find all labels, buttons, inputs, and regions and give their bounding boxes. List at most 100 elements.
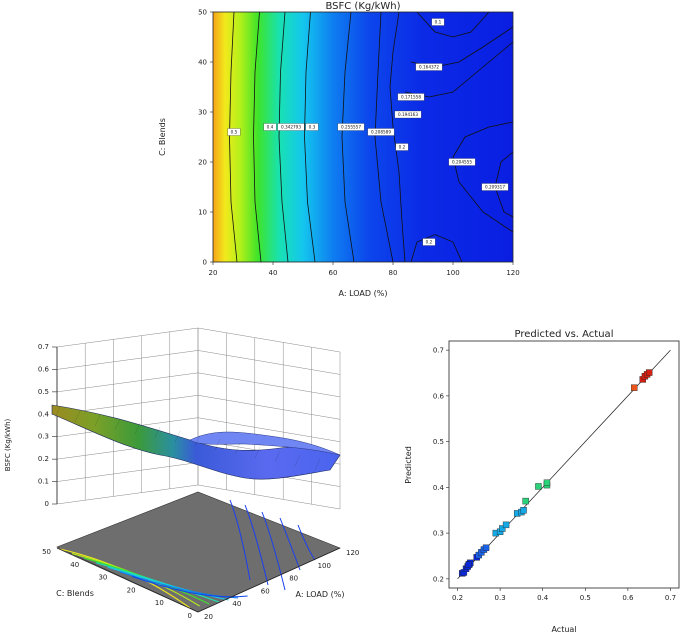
surface-mesh-line bbox=[54, 406, 61, 419]
grid-line-right-wall bbox=[197, 484, 341, 510]
z-tick-label: 0.3 bbox=[38, 433, 49, 441]
contour-line bbox=[278, 11, 289, 263]
y-tick-label: 0.7 bbox=[433, 347, 444, 355]
load-axis-line bbox=[197, 547, 341, 613]
grid-line-right-wall bbox=[197, 417, 341, 442]
blends-tick-label: 0 bbox=[188, 612, 192, 620]
blends-tick-label: 40 bbox=[70, 561, 79, 569]
contour-label: 0.194163 bbox=[398, 112, 418, 117]
surface-mesh-line bbox=[254, 446, 261, 459]
contour-label-box bbox=[397, 93, 425, 101]
contour-label: 0.342793 bbox=[281, 125, 301, 130]
scatter-y-axis-label: Predicted bbox=[404, 446, 413, 484]
y-tick-label: 0 bbox=[203, 259, 207, 267]
contour-label: 0.3 bbox=[309, 125, 316, 130]
load-tick-label: 40 bbox=[232, 600, 241, 608]
y-tick-label: 40 bbox=[198, 59, 207, 67]
y-tick-label: 30 bbox=[198, 109, 207, 117]
contour-line bbox=[389, 11, 406, 263]
contour-line bbox=[416, 11, 490, 38]
contour-label: 0.255557 bbox=[341, 125, 361, 130]
x-tick-label: 80 bbox=[389, 269, 398, 277]
contour-line bbox=[229, 11, 238, 263]
x-tick-label: 0.5 bbox=[580, 594, 591, 602]
floor-contour-line bbox=[297, 524, 316, 561]
x-tick-label: 120 bbox=[506, 269, 519, 277]
contour-label: 0.204555 bbox=[452, 160, 472, 165]
surface-mesh-line bbox=[314, 458, 321, 471]
contour-label: 0.1 bbox=[435, 20, 442, 25]
contour-label-box bbox=[415, 63, 443, 71]
surface-x-axis-label: A: LOAD (%) bbox=[296, 590, 345, 599]
data-point bbox=[499, 525, 506, 532]
floor-contour-line bbox=[107, 566, 229, 601]
data-point bbox=[465, 561, 472, 568]
contour-line bbox=[374, 11, 394, 263]
load-tick-label: 80 bbox=[289, 575, 298, 583]
x-tick-label: 0.4 bbox=[537, 594, 549, 602]
data-point bbox=[631, 384, 638, 391]
x-tick-label: 0.3 bbox=[495, 594, 506, 602]
contour-frame bbox=[212, 11, 514, 263]
contour-fill bbox=[213, 12, 513, 262]
load-tick-label: 20 bbox=[204, 613, 213, 621]
grid-line-right-wall bbox=[197, 395, 341, 420]
blends-tick-label: 50 bbox=[42, 548, 51, 556]
data-point bbox=[522, 497, 529, 505]
floor-contour-line bbox=[229, 499, 251, 581]
contour-line bbox=[341, 11, 355, 263]
x-tick-label: 0.7 bbox=[665, 594, 676, 602]
grid-line-right-wall bbox=[197, 350, 341, 375]
blends-axis-line bbox=[56, 547, 199, 613]
z-tick-label: 0 bbox=[45, 500, 49, 508]
x-tick-label: 0.6 bbox=[622, 594, 634, 602]
contour-y-axis-label: C: Blends bbox=[158, 118, 167, 156]
surface-mesh-line bbox=[134, 422, 141, 435]
data-point bbox=[543, 479, 551, 486]
surface-mesh-line bbox=[294, 454, 301, 467]
response-surface-back bbox=[189, 431, 341, 456]
grid-line-left-wall bbox=[56, 372, 199, 393]
contour-label: 0.2 bbox=[426, 240, 433, 245]
load-tick-label: 60 bbox=[261, 587, 270, 595]
contour-line bbox=[304, 11, 316, 263]
grid-line-left-wall bbox=[56, 350, 199, 370]
z-tick-label: 0.5 bbox=[38, 388, 49, 396]
scatter-x-axis-label: Actual bbox=[551, 625, 576, 634]
blends-tick-label: 10 bbox=[155, 599, 164, 607]
data-point bbox=[520, 507, 527, 514]
surface-mesh-line bbox=[194, 434, 201, 447]
x-tick-label: 60 bbox=[329, 269, 338, 277]
grid-line-left-wall bbox=[56, 484, 199, 505]
surface-z-axis-label: BSFC (Kg/kWh) bbox=[4, 418, 12, 471]
contour-line bbox=[452, 121, 514, 233]
floor-contour-line bbox=[261, 511, 286, 591]
data-point bbox=[535, 483, 542, 490]
contour-title: BSFC (Kg/kWh) bbox=[325, 1, 400, 12]
contour-label: 0.4 bbox=[267, 125, 274, 130]
grid-line-left-wall bbox=[56, 327, 199, 348]
y-tick-label: 0.5 bbox=[433, 438, 444, 446]
surface-mesh-line bbox=[174, 430, 181, 443]
floor-contour-line bbox=[244, 504, 269, 586]
contour-line bbox=[410, 234, 463, 263]
data-point bbox=[502, 521, 510, 529]
surface-mesh-line bbox=[154, 426, 161, 439]
contour-line bbox=[253, 11, 262, 263]
blends-tick-label: 20 bbox=[127, 586, 136, 594]
y-tick-label: 0.4 bbox=[433, 484, 445, 492]
y-tick-label: 20 bbox=[198, 159, 207, 167]
surface-mesh-line bbox=[94, 414, 101, 427]
contour-label-box bbox=[395, 143, 409, 151]
blends-tick-label: 30 bbox=[98, 574, 107, 582]
contour-label: 0.2 bbox=[399, 145, 406, 150]
surface-mesh-line bbox=[274, 450, 281, 463]
surface-mesh-line bbox=[114, 418, 121, 431]
contour-label-box bbox=[227, 128, 241, 136]
x-tick-label: 0.2 bbox=[452, 594, 463, 602]
z-tick-label: 0.2 bbox=[38, 455, 49, 463]
grid-line-right-wall bbox=[197, 327, 341, 353]
y-tick-label: 50 bbox=[198, 9, 207, 17]
load-tick-label: 100 bbox=[318, 562, 331, 570]
